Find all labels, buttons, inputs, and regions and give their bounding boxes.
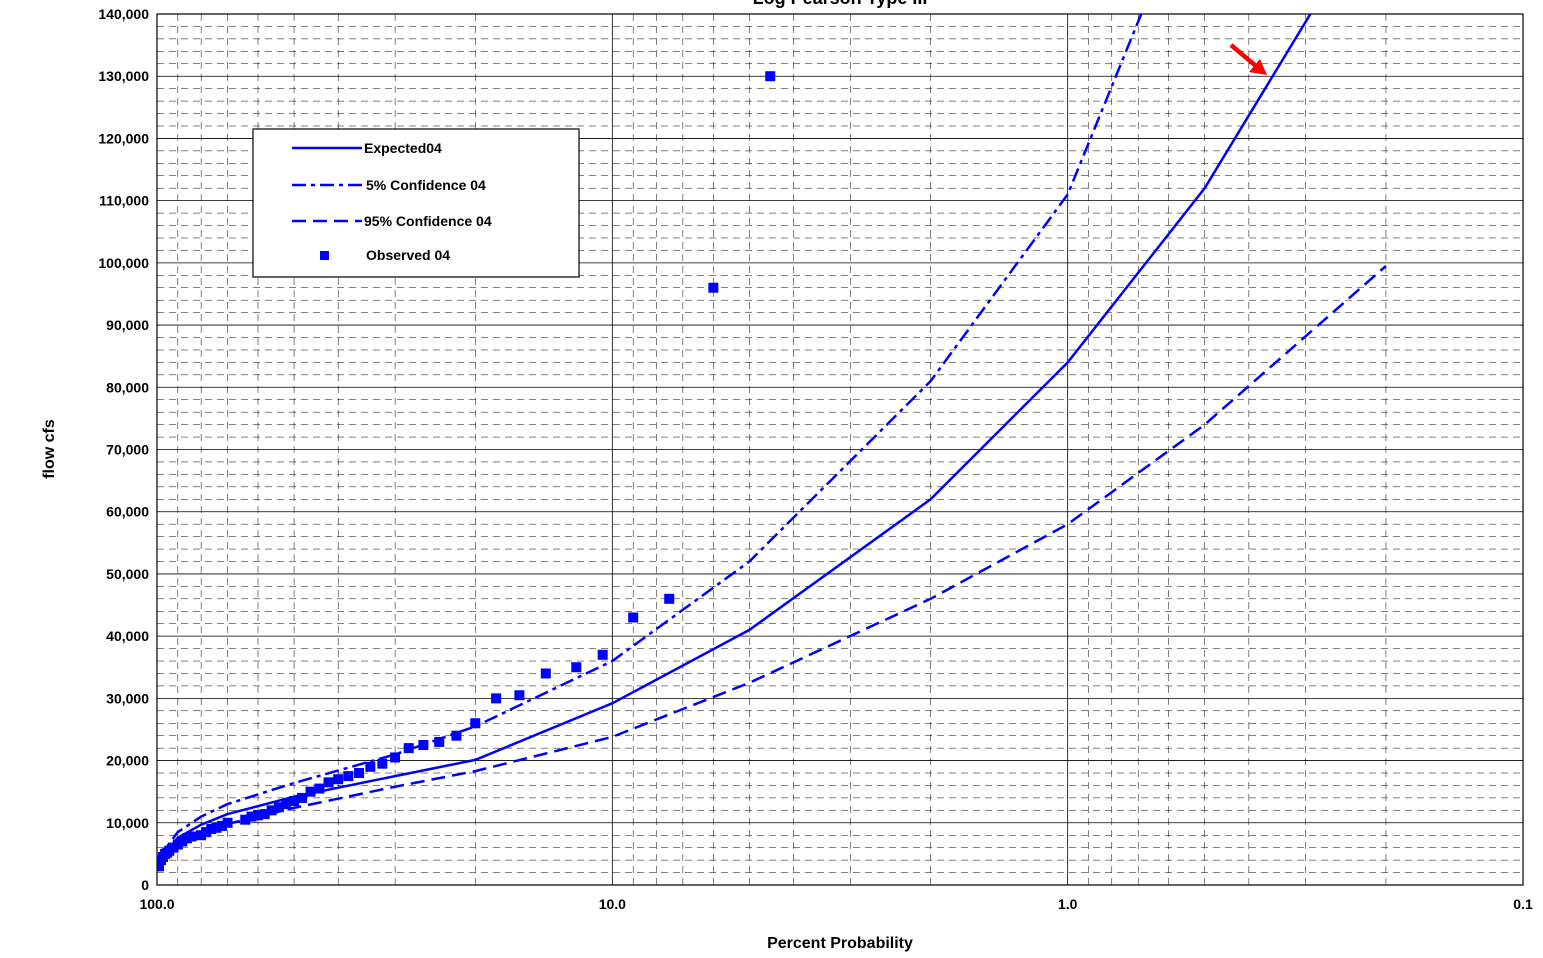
- observed-point: [240, 814, 251, 825]
- observed-point: [491, 693, 502, 704]
- y-tick-label: 30,000: [106, 690, 149, 706]
- observed-point: [418, 740, 429, 751]
- legend-label-5pct: 5% Confidence 04: [366, 177, 486, 193]
- observed-point: [434, 736, 445, 747]
- legend-box: [252, 128, 580, 278]
- x-tick-label: 0.1: [1513, 896, 1533, 912]
- observed-point: [765, 71, 776, 82]
- legend-label-expected: Expected04: [364, 140, 442, 156]
- chart-title: Log Pearson Type III: [753, 0, 928, 8]
- y-tick-label: 60,000: [106, 504, 149, 520]
- observed-point: [403, 743, 414, 754]
- arrow-head: [1249, 59, 1267, 75]
- x-tick-label: 10.0: [599, 896, 626, 912]
- observed-point: [186, 831, 197, 842]
- observed-point: [281, 799, 292, 810]
- arrow-shaft: [1229, 43, 1258, 68]
- observed-point: [377, 758, 388, 769]
- observed-point: [540, 668, 551, 679]
- observed-point: [323, 777, 334, 788]
- observed-point: [628, 612, 639, 623]
- observed-point: [708, 282, 719, 293]
- y-tick-label: 0: [141, 877, 149, 893]
- y-tick-label: 10,000: [106, 815, 149, 831]
- observed-point: [390, 752, 401, 763]
- y-axis-ticks: 0 10,000 20,000 30,000 40,000 50,000 60,000 70,…: [98, 6, 149, 893]
- x-axis-label: Percent Probability: [767, 935, 913, 952]
- observed-point: [266, 805, 277, 816]
- observed-point: [253, 810, 264, 821]
- y-tick-label: 40,000: [106, 628, 149, 644]
- y-axis-label: flow cfs: [41, 419, 58, 479]
- series-line-1: [157, 14, 1143, 864]
- x-tick-label: 100.0: [139, 896, 174, 912]
- observed-point: [571, 662, 582, 673]
- y-tick-label: 110,000: [99, 193, 149, 209]
- observed-point: [196, 830, 207, 841]
- series-line-0: [157, 14, 1312, 867]
- observed-point: [246, 811, 257, 822]
- legend: Expected04 5% Confidence 04 95% Confiden…: [252, 128, 580, 278]
- observed-point: [259, 809, 270, 820]
- observed-point: [354, 768, 365, 779]
- observed-point: [222, 817, 233, 828]
- observed-point: [365, 761, 376, 772]
- observed-point: [157, 861, 164, 872]
- legend-label-95pct: 95% Confidence 04: [364, 213, 492, 229]
- observed-point: [314, 783, 325, 794]
- observed-point: [305, 786, 316, 797]
- series-group: [157, 14, 1387, 872]
- y-tick-label: 50,000: [106, 566, 149, 582]
- y-tick-label: 90,000: [106, 317, 149, 333]
- y-tick-label: 70,000: [106, 442, 149, 458]
- y-tick-label: 130,000: [98, 68, 149, 84]
- observed-point: [216, 820, 227, 831]
- observed-point: [451, 730, 462, 741]
- y-tick-label: 80,000: [106, 379, 149, 395]
- legend-swatch-observed: [320, 251, 329, 260]
- observed-point: [333, 774, 344, 785]
- observed-point: [206, 824, 217, 835]
- observed-point: [273, 802, 284, 813]
- plot-area-border: [156, 13, 1524, 886]
- observed-point: [211, 822, 222, 833]
- red-arrow-annotation: [1229, 43, 1267, 75]
- observed-point: [470, 718, 481, 729]
- series-line-2: [157, 265, 1387, 871]
- legend-label-observed: Observed 04: [366, 247, 450, 263]
- y-tick-label: 140,000: [98, 6, 149, 22]
- y-tick-label: 100,000: [98, 255, 149, 271]
- observed-point: [289, 796, 300, 807]
- observed-point: [514, 690, 525, 701]
- observed-point: [597, 649, 608, 660]
- observed-point: [201, 827, 212, 838]
- observed-point: [343, 771, 354, 782]
- x-tick-label: 1.0: [1058, 896, 1078, 912]
- observed-point: [297, 792, 308, 803]
- y-tick-label: 120,000: [98, 130, 149, 146]
- observed-point: [664, 593, 675, 604]
- y-tick-label: 20,000: [106, 753, 149, 769]
- x-axis-ticks: 100.0 10.0 1.0 0.1: [139, 896, 1532, 912]
